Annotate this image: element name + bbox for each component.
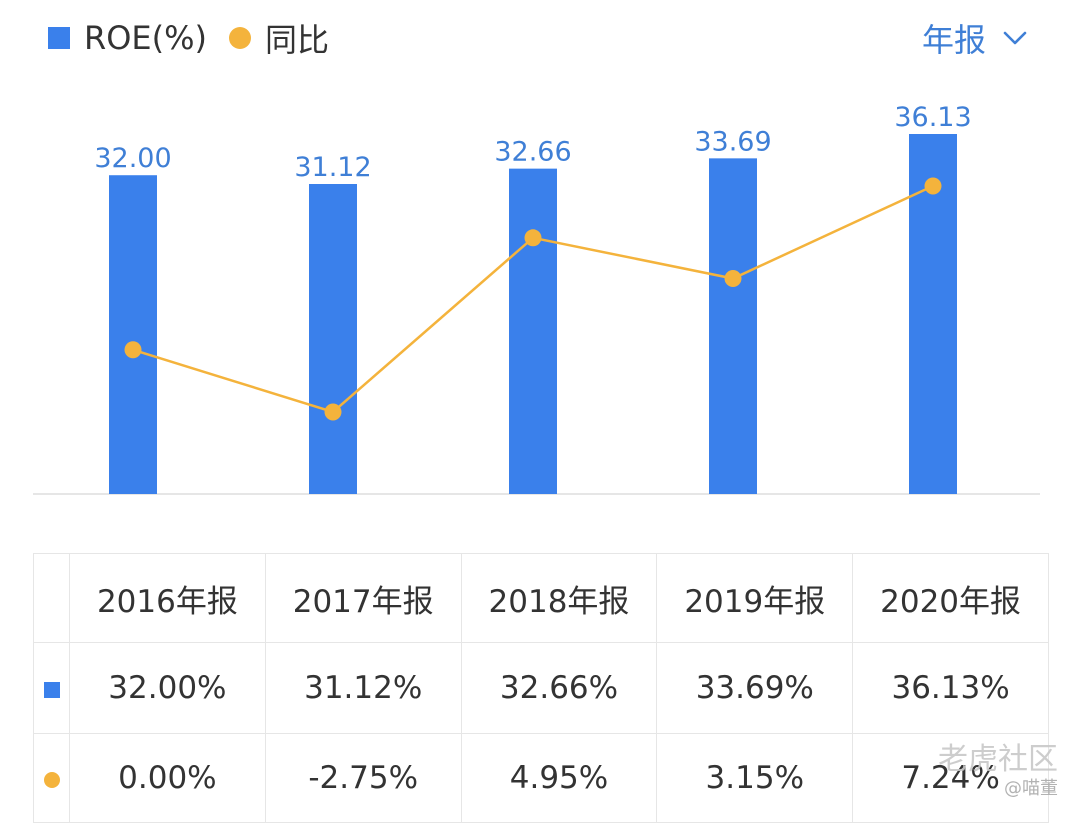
roe-bar-label: 36.13 [894,102,971,133]
roe-bar-label: 32.00 [94,143,171,174]
yoy-point [724,270,742,288]
period-select[interactable]: 年报 [922,14,1028,62]
roe-cell: 32.00% [69,642,266,734]
roe-cell: 32.66% [460,642,658,734]
yoy-point [524,229,542,247]
table-row-roe: 32.00% 31.12% 32.66% 33.69% 36.13% [33,642,1049,734]
yoy-row-marker [43,772,60,788]
roe-legend-label: ROE(%) [84,19,208,57]
roe-cell: 33.69% [656,642,854,734]
roe-chart: 32.00 31.12 32.66 33.69 36.13 [33,102,1040,495]
table-header-row: 2016年报 2017年报 2018年报 2019年报 2020年报 [33,553,1049,643]
yoy-point [324,403,342,421]
yoy-row-marker-cell [33,733,70,823]
table-header-cell: 2016年报 [69,553,266,643]
table-corner-cell [33,553,70,643]
roe-bar [509,168,557,494]
roe-legend-swatch [48,27,70,49]
bars-layer [109,134,957,494]
table-row-yoy: 0.00% -2.75% 4.95% 3.15% 7.24% [33,733,1049,823]
roe-bar [109,175,157,494]
bar-labels-layer: 32.00 31.12 32.66 33.69 36.13 [94,102,971,183]
roe-row-marker-cell [33,642,70,734]
yoy-cell: 4.95% [460,733,658,823]
data-table: 2016年报 2017年报 2018年报 2019年报 2020年报 32.00… [33,553,1049,823]
table-header-cell: 2017年报 [264,553,462,643]
watermark-brand: 老虎社区 [938,742,1058,777]
yoy-point [924,177,942,195]
yoy-line-layer [124,177,942,421]
table-header-cell: 2018年报 [460,553,658,643]
watermark-user: @喵董 [1004,778,1058,799]
yoy-cell: 7.24% [852,733,1049,823]
roe-bar-label: 33.69 [694,126,771,157]
chevron-down-icon [1003,31,1027,45]
yoy-point [124,341,142,359]
roe-bar [709,158,757,494]
yoy-cell: -2.75% [264,733,462,823]
roe-row-marker [43,682,60,698]
period-select-value: 年报 [921,21,986,59]
roe-cell: 31.12% [264,642,462,734]
roe-bar [309,184,357,494]
roe-bar-label: 31.12 [294,152,371,183]
yoy-cell: 0.00% [69,733,266,823]
chart-legend: ROE(%) 同比 [48,14,329,62]
table-header-cell: 2020年报 [852,553,1049,643]
yoy-cell: 3.15% [656,733,854,823]
yoy-legend-label: 同比 [265,21,330,59]
roe-cell: 36.13% [852,642,1049,734]
table-header-cell: 2019年报 [656,553,854,643]
yoy-legend-swatch [229,27,252,49]
roe-bar-label: 32.66 [494,137,571,168]
watermark: 老虎社区 @喵董 [938,742,1058,800]
